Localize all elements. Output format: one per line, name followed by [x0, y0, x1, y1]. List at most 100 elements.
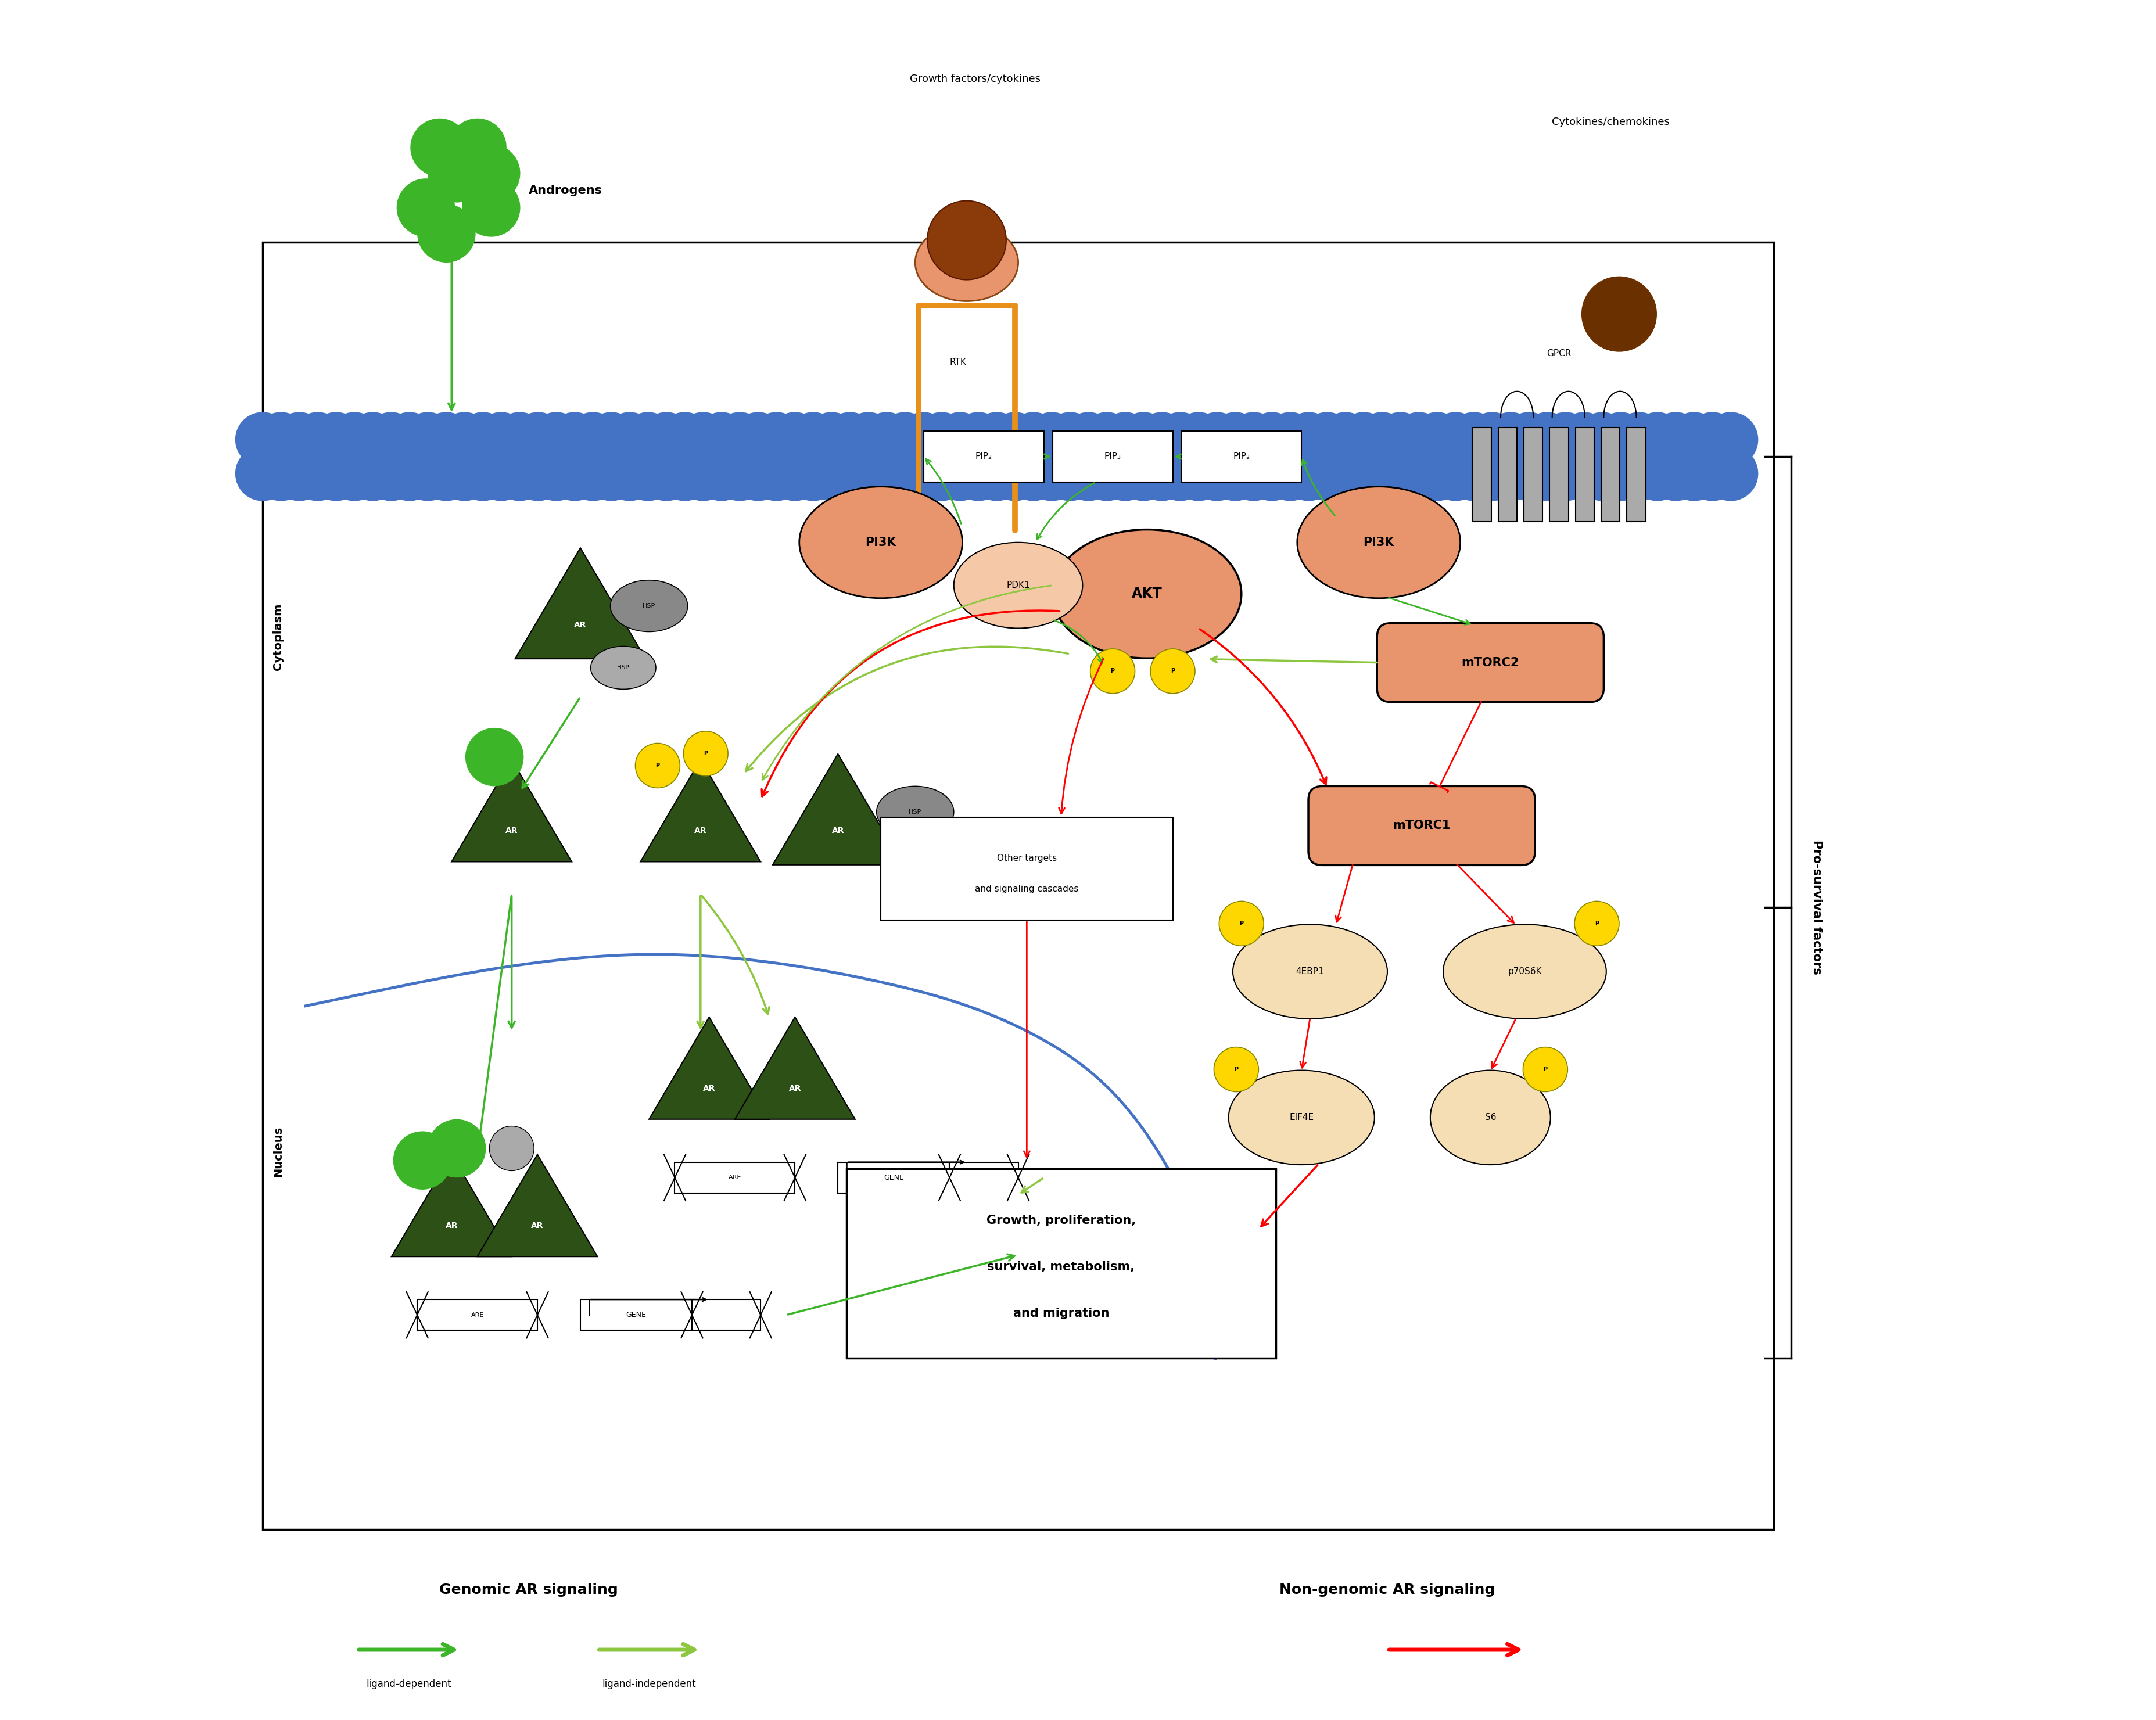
Text: survival, metabolism,: survival, metabolism,: [987, 1261, 1134, 1273]
Circle shape: [785, 413, 841, 468]
Circle shape: [675, 413, 731, 468]
Circle shape: [584, 445, 638, 501]
Circle shape: [1300, 445, 1354, 501]
Text: Other targets: Other targets: [996, 853, 1056, 863]
Circle shape: [1214, 1047, 1259, 1092]
Circle shape: [548, 445, 602, 501]
Circle shape: [1227, 445, 1281, 501]
Circle shape: [1300, 413, 1354, 468]
Bar: [1052, 430, 1173, 482]
Bar: [263, 440, 1731, 471]
Circle shape: [658, 413, 711, 468]
Text: PDK1: PDK1: [1007, 581, 1031, 590]
Circle shape: [877, 413, 931, 468]
Circle shape: [1410, 445, 1464, 501]
Circle shape: [397, 179, 455, 237]
Circle shape: [1574, 445, 1630, 501]
Circle shape: [748, 445, 804, 501]
Circle shape: [931, 445, 987, 501]
Circle shape: [1373, 413, 1427, 468]
Circle shape: [1447, 445, 1501, 501]
Circle shape: [1263, 445, 1317, 501]
Text: P: P: [1544, 1066, 1548, 1072]
Text: S6: S6: [1483, 1113, 1496, 1121]
Circle shape: [548, 413, 602, 468]
Circle shape: [1630, 445, 1684, 501]
Circle shape: [1207, 445, 1263, 501]
Ellipse shape: [953, 542, 1082, 628]
Text: ARE: ARE: [729, 1175, 742, 1180]
Circle shape: [1171, 413, 1227, 468]
Circle shape: [461, 179, 520, 237]
Circle shape: [1117, 445, 1171, 501]
Circle shape: [1190, 445, 1244, 501]
Text: P: P: [1171, 669, 1175, 674]
Text: AR: AR: [694, 827, 707, 834]
Circle shape: [1667, 413, 1720, 468]
Circle shape: [392, 1132, 451, 1190]
Circle shape: [272, 445, 328, 501]
Circle shape: [474, 413, 528, 468]
Text: Pro-survival factors: Pro-survival factors: [1811, 839, 1822, 975]
Circle shape: [1281, 413, 1337, 468]
Ellipse shape: [1298, 487, 1460, 599]
Circle shape: [291, 413, 345, 468]
Bar: [1574, 427, 1593, 521]
Circle shape: [1061, 445, 1115, 501]
Circle shape: [1091, 648, 1134, 693]
Text: HSP: HSP: [617, 666, 630, 671]
Circle shape: [951, 445, 1005, 501]
Circle shape: [1041, 445, 1097, 501]
Circle shape: [1373, 445, 1427, 501]
Circle shape: [1703, 413, 1757, 468]
Circle shape: [410, 119, 468, 177]
Circle shape: [427, 144, 485, 203]
Circle shape: [1149, 648, 1194, 693]
Polygon shape: [735, 1017, 854, 1120]
Circle shape: [694, 413, 748, 468]
Circle shape: [968, 445, 1024, 501]
Circle shape: [1061, 413, 1115, 468]
Circle shape: [821, 413, 877, 468]
Bar: [1473, 427, 1490, 521]
Text: and signaling cascades: and signaling cascades: [975, 884, 1078, 894]
Bar: [1498, 427, 1516, 521]
Text: GPCR: GPCR: [1546, 349, 1572, 358]
Text: Growth, proliferation,: Growth, proliferation,: [985, 1214, 1136, 1226]
Polygon shape: [515, 549, 645, 659]
Circle shape: [1593, 413, 1647, 468]
Circle shape: [1134, 413, 1190, 468]
Circle shape: [683, 731, 729, 776]
Text: Non-genomic AR signaling: Non-genomic AR signaling: [1279, 1582, 1494, 1596]
Circle shape: [931, 413, 987, 468]
Circle shape: [382, 413, 438, 468]
Ellipse shape: [875, 786, 953, 838]
Bar: [416, 1300, 537, 1330]
Bar: [949, 1163, 1018, 1194]
Bar: [880, 817, 1173, 920]
Circle shape: [235, 413, 291, 468]
Circle shape: [1024, 445, 1078, 501]
Circle shape: [1483, 445, 1537, 501]
Text: mTORC1: mTORC1: [1393, 820, 1451, 831]
Bar: [1181, 430, 1302, 482]
Text: P: P: [1240, 920, 1244, 927]
Circle shape: [1041, 413, 1097, 468]
Circle shape: [1522, 1047, 1567, 1092]
Circle shape: [1171, 445, 1227, 501]
Circle shape: [1281, 445, 1337, 501]
Circle shape: [858, 445, 914, 501]
Circle shape: [877, 445, 931, 501]
Text: ARE: ARE: [470, 1312, 483, 1318]
Circle shape: [254, 413, 308, 468]
Circle shape: [1703, 445, 1757, 501]
Text: AR: AR: [703, 1084, 716, 1092]
Bar: [1550, 427, 1567, 521]
Circle shape: [565, 413, 621, 468]
Circle shape: [1647, 413, 1703, 468]
Circle shape: [328, 413, 382, 468]
Ellipse shape: [610, 580, 688, 631]
Text: Cytokines/chemokines: Cytokines/chemokines: [1550, 117, 1669, 127]
Circle shape: [1580, 277, 1656, 353]
Circle shape: [914, 445, 968, 501]
